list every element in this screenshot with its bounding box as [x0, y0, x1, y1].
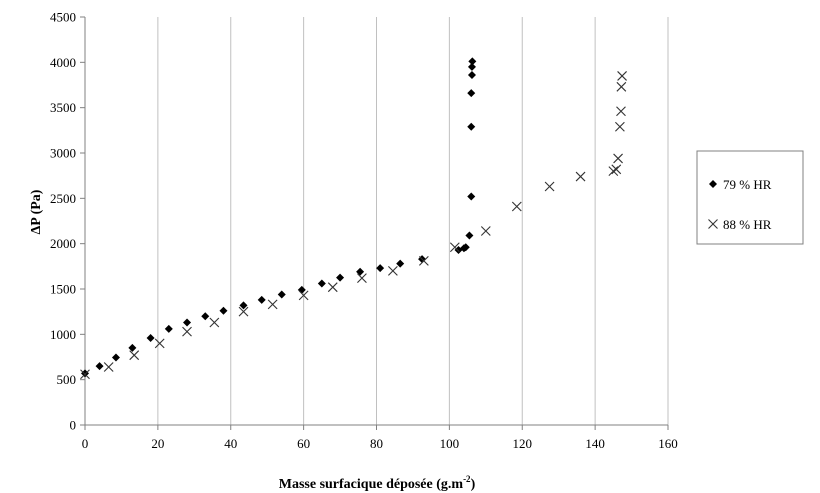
- y-tick-label: 1500: [50, 282, 76, 297]
- data-point-79-hr: [356, 267, 365, 276]
- data-point-88-hr: [182, 326, 192, 337]
- data-point-88-hr: [103, 362, 114, 372]
- legend-box: [696, 150, 804, 245]
- data-point-88-hr: [238, 306, 249, 317]
- data-point-88-hr: [544, 181, 555, 192]
- data-point-88-hr: [298, 290, 309, 301]
- y-tick-labels: 0 500 1000 1500 2000 2500 3000 3500 4000 4500: [50, 10, 76, 433]
- data-point-79-hr: [277, 290, 286, 299]
- data-point-79-hr: [219, 306, 228, 315]
- data-point-88-hr: [480, 226, 491, 236]
- y-tick-label: 2500: [50, 191, 76, 206]
- data-point-88-hr: [327, 282, 338, 293]
- data-point-88-hr: [209, 317, 220, 328]
- data-point-79-hr: [297, 285, 306, 294]
- y-tick-label: 3000: [50, 146, 76, 161]
- data-points: [80, 57, 627, 380]
- data-point-88-hr: [267, 299, 278, 310]
- data-point-88-hr: [129, 350, 140, 361]
- x-tick-label: 160: [658, 436, 678, 451]
- data-point-88-hr: [154, 338, 165, 349]
- data-point-88-hr: [357, 273, 367, 284]
- data-point-79-hr: [376, 264, 385, 273]
- y-axis-label: ΔP (Pa): [29, 189, 44, 234]
- data-point-79-hr: [467, 89, 476, 98]
- data-point-88-hr: [611, 164, 622, 175]
- legend-marker-x: [708, 219, 718, 229]
- data-point-79-hr: [164, 324, 173, 333]
- y-tick-label: 2000: [50, 236, 76, 251]
- data-point-88-hr: [418, 256, 429, 266]
- data-point-79-hr: [465, 231, 474, 240]
- data-point-79-hr: [128, 343, 137, 352]
- axes: [80, 16, 669, 430]
- x-tick-label: 0: [82, 436, 89, 451]
- legend-label: 88 % HR: [723, 217, 772, 232]
- data-point-79-hr: [467, 192, 476, 201]
- legend-marker-diamond: [709, 180, 717, 188]
- data-point-88-hr: [575, 171, 586, 182]
- data-point-79-hr: [201, 312, 210, 321]
- data-point-79-hr: [336, 273, 345, 282]
- data-point-79-hr: [317, 279, 326, 288]
- data-point-88-hr: [616, 106, 626, 117]
- data-point-88-hr: [511, 201, 522, 212]
- x-tick-label: 60: [297, 436, 310, 451]
- data-point-88-hr: [449, 242, 460, 253]
- y-tick-label: 1000: [50, 327, 76, 342]
- y-tick-label: 0: [70, 418, 77, 433]
- data-point-79-hr: [467, 122, 476, 131]
- x-tick-label: 40: [224, 436, 237, 451]
- data-point-79-hr: [95, 362, 104, 371]
- data-point-79-hr: [81, 369, 89, 378]
- series-1: [81, 57, 477, 378]
- legend: 79 % HR 88 % HR: [696, 150, 804, 245]
- data-point-79-hr: [461, 243, 470, 252]
- x-tick-labels: 0 20 40 60 80 100 120 140 160: [82, 436, 678, 451]
- data-point-79-hr: [468, 57, 477, 66]
- x-tick-label: 100: [440, 436, 460, 451]
- data-point-79-hr: [239, 301, 248, 310]
- y-tick-label: 3500: [50, 100, 76, 115]
- data-point-79-hr: [146, 333, 155, 342]
- gridlines: [157, 17, 669, 425]
- y-tick-label: 4500: [50, 10, 76, 25]
- data-point-79-hr: [257, 295, 266, 304]
- y-tick-label: 500: [57, 372, 77, 387]
- legend-item-2: 88 % HR: [708, 217, 772, 232]
- legend-label: 79 % HR: [723, 177, 772, 192]
- x-tick-label: 80: [370, 436, 383, 451]
- data-point-88-hr: [615, 121, 625, 132]
- legend-item-1: 79 % HR: [709, 177, 772, 192]
- x-axis-label: Masse surfacique déposée (g.m-2): [279, 474, 476, 492]
- data-point-88-hr: [80, 369, 90, 380]
- x-tick-label: 20: [151, 436, 164, 451]
- data-point-88-hr: [616, 81, 627, 92]
- y-tick-label: 4000: [50, 55, 76, 70]
- data-point-79-hr: [396, 259, 405, 268]
- data-point-88-hr: [608, 166, 619, 177]
- data-point-88-hr: [617, 71, 627, 81]
- data-point-88-hr: [388, 265, 398, 276]
- data-point-79-hr: [183, 318, 192, 327]
- data-point-79-hr: [111, 353, 120, 362]
- data-point-79-hr: [467, 62, 476, 71]
- data-point-88-hr: [613, 153, 623, 164]
- x-tick-label: 120: [513, 436, 533, 451]
- x-tick-label: 140: [585, 436, 605, 451]
- series-2: [80, 71, 627, 380]
- data-point-79-hr: [467, 71, 476, 80]
